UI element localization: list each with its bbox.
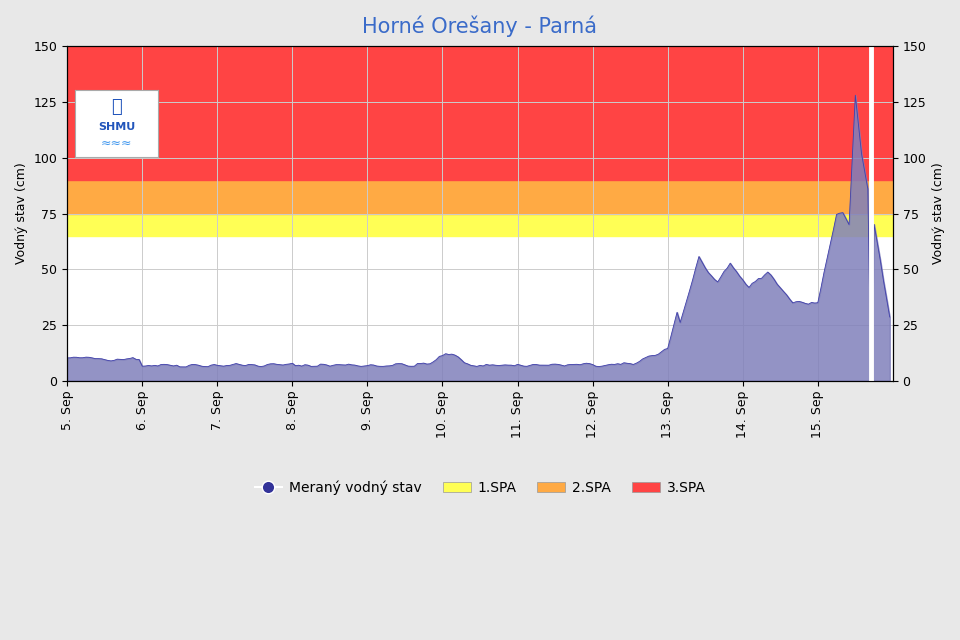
Title: Horné Orešany - Parná: Horné Orešany - Parná <box>363 15 597 36</box>
Legend: Meraný vodný stav, 1.SPA, 2.SPA, 3.SPA: Meraný vodný stav, 1.SPA, 2.SPA, 3.SPA <box>249 475 711 500</box>
Bar <box>67 46 893 180</box>
Y-axis label: Vodný stav (cm): Vodný stav (cm) <box>15 163 28 264</box>
Bar <box>67 214 893 236</box>
Y-axis label: Vodný stav (cm): Vodný stav (cm) <box>932 163 945 264</box>
Bar <box>67 180 893 214</box>
